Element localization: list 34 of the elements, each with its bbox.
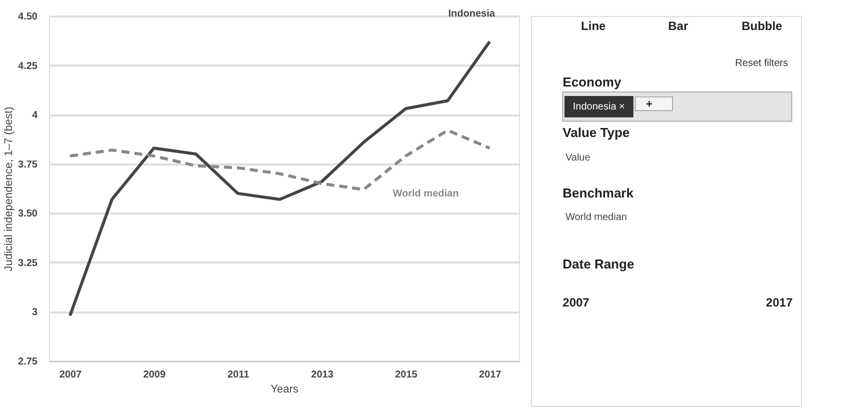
y-tick-label: 3.50 <box>18 208 38 220</box>
series-label: World median <box>392 188 459 200</box>
text: Indonesia <box>448 8 496 20</box>
text: Indonesia × <box>572 102 626 113</box>
x-tick-label: 2013 <box>311 370 334 380</box>
y-tick-label: 2.75 <box>18 356 38 368</box>
x-tick-label: 2015 <box>395 370 418 380</box>
text: + <box>646 98 652 111</box>
text: Line <box>581 18 606 33</box>
line-series <box>68 40 492 318</box>
x-tick-label: 2011 <box>227 370 250 380</box>
y-tick-label: 3.25 <box>18 258 38 269</box>
line-series <box>68 128 492 191</box>
x-tick-label: 2009 <box>143 370 166 380</box>
text: Value Type <box>562 125 630 140</box>
text: Date Range <box>562 256 634 272</box>
text: Economy <box>562 74 622 90</box>
y-tick-label: 3 <box>32 307 38 318</box>
text: 2007 <box>562 296 590 310</box>
x-tick-label: 2017 <box>479 370 502 380</box>
y-tick-label: 3.75 <box>18 159 38 170</box>
y-axis-title: Judicial independence, 1–7 (best) <box>3 106 16 272</box>
text: World median <box>565 212 627 223</box>
text: Benchmark <box>562 185 634 200</box>
x-tick-label: 2007 <box>59 370 82 380</box>
y-tick-label: 4.50 <box>18 12 38 22</box>
y-tick-label: 4.25 <box>18 60 38 72</box>
y-tick-label: 4 <box>32 110 38 122</box>
text: 2017 <box>766 296 793 310</box>
text: Reset filters <box>735 58 788 69</box>
text: Value <box>565 152 591 164</box>
text: Bar <box>668 18 688 33</box>
text: Bubble <box>742 18 783 33</box>
x-axis-title: Years <box>270 384 299 396</box>
